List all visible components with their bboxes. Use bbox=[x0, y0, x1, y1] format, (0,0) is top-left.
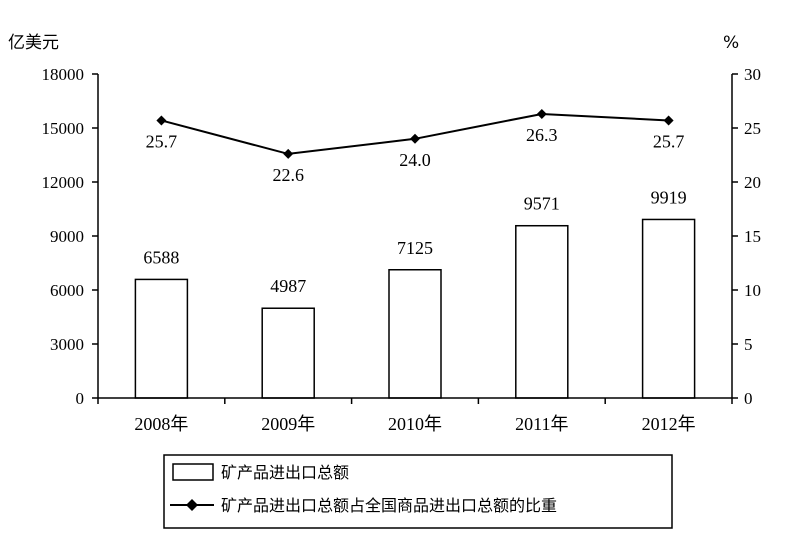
left-axis-tick-label: 3000 bbox=[50, 335, 84, 354]
bar-value-label: 4987 bbox=[270, 276, 306, 296]
bar-2008年 bbox=[134, 278, 189, 399]
left-axis-tick-label: 0 bbox=[76, 389, 85, 408]
left-axis-tick-label: 18000 bbox=[42, 65, 85, 84]
bar-value-label: 9919 bbox=[651, 187, 687, 207]
legend-diamond-marker bbox=[186, 499, 198, 511]
bar-2009年 bbox=[261, 307, 315, 399]
bar-series: 6588 4987 7125 9571 9919 bbox=[134, 187, 696, 399]
diamond-marker bbox=[283, 148, 294, 159]
right-axis-tick-label: 30 bbox=[744, 65, 761, 84]
right-axis-tick-label: 25 bbox=[744, 119, 761, 138]
left-axis-tick-label: 9000 bbox=[50, 227, 84, 246]
bar-value-label: 6588 bbox=[143, 247, 179, 267]
x-axis-category-label: 2012年 bbox=[642, 414, 696, 434]
line-value-label: 25.7 bbox=[146, 131, 178, 151]
line-value-label: 25.7 bbox=[653, 131, 685, 151]
diamond-marker bbox=[410, 133, 420, 144]
diamond-marker bbox=[663, 115, 674, 126]
bar-2012年 bbox=[641, 218, 696, 399]
axes: 0 3000 6000 9000 12000 15000 18000 0 5 10 15 20 25 30… bbox=[42, 65, 762, 434]
right-axis-tick-label: 20 bbox=[744, 173, 761, 192]
legend-frame bbox=[163, 454, 673, 529]
diamond-marker bbox=[536, 108, 547, 119]
right-axis-tick-label: 5 bbox=[744, 335, 753, 354]
legend-bar-label: 矿产品进出口总额 bbox=[221, 463, 349, 482]
x-axis-category-label: 2009年 bbox=[261, 414, 315, 434]
diamond-marker bbox=[156, 115, 167, 126]
left-axis-tick-label: 12000 bbox=[42, 173, 85, 192]
line-value-label: 22.6 bbox=[272, 165, 304, 185]
x-axis-category-label: 2010年 bbox=[388, 414, 442, 434]
bar-value-label: 9571 bbox=[524, 194, 560, 214]
line-value-label: 24.0 bbox=[399, 150, 431, 170]
bar-value-label: 7125 bbox=[397, 238, 433, 258]
x-axis-category-label: 2011年 bbox=[515, 414, 568, 434]
left-axis-tick-label: 15000 bbox=[42, 119, 85, 138]
line-series: 25.7 22.6 24.0 26.3 25.7 bbox=[146, 108, 685, 185]
bar-2011年 bbox=[515, 224, 569, 399]
left-axis-tick-label: 6000 bbox=[50, 281, 84, 300]
legend-line-label: 矿产品进出口总额占全国商品进出口总额的比重 bbox=[221, 496, 557, 515]
right-axis-unit: % bbox=[723, 33, 739, 53]
x-axis-category-label: 2008年 bbox=[134, 414, 188, 434]
left-axis-unit: 亿美元 bbox=[8, 33, 59, 53]
line-value-label: 26.3 bbox=[526, 125, 558, 145]
legend-bar-swatch bbox=[172, 463, 214, 481]
legend: 矿产品进出口总额 矿产品进出口总额占全国商品进出口总额的比重 bbox=[163, 454, 673, 529]
right-axis-tick-label: 0 bbox=[744, 389, 753, 408]
bar-2010年 bbox=[388, 269, 442, 399]
right-axis-tick-label: 15 bbox=[744, 227, 761, 246]
right-axis-tick-label: 10 bbox=[744, 281, 761, 300]
